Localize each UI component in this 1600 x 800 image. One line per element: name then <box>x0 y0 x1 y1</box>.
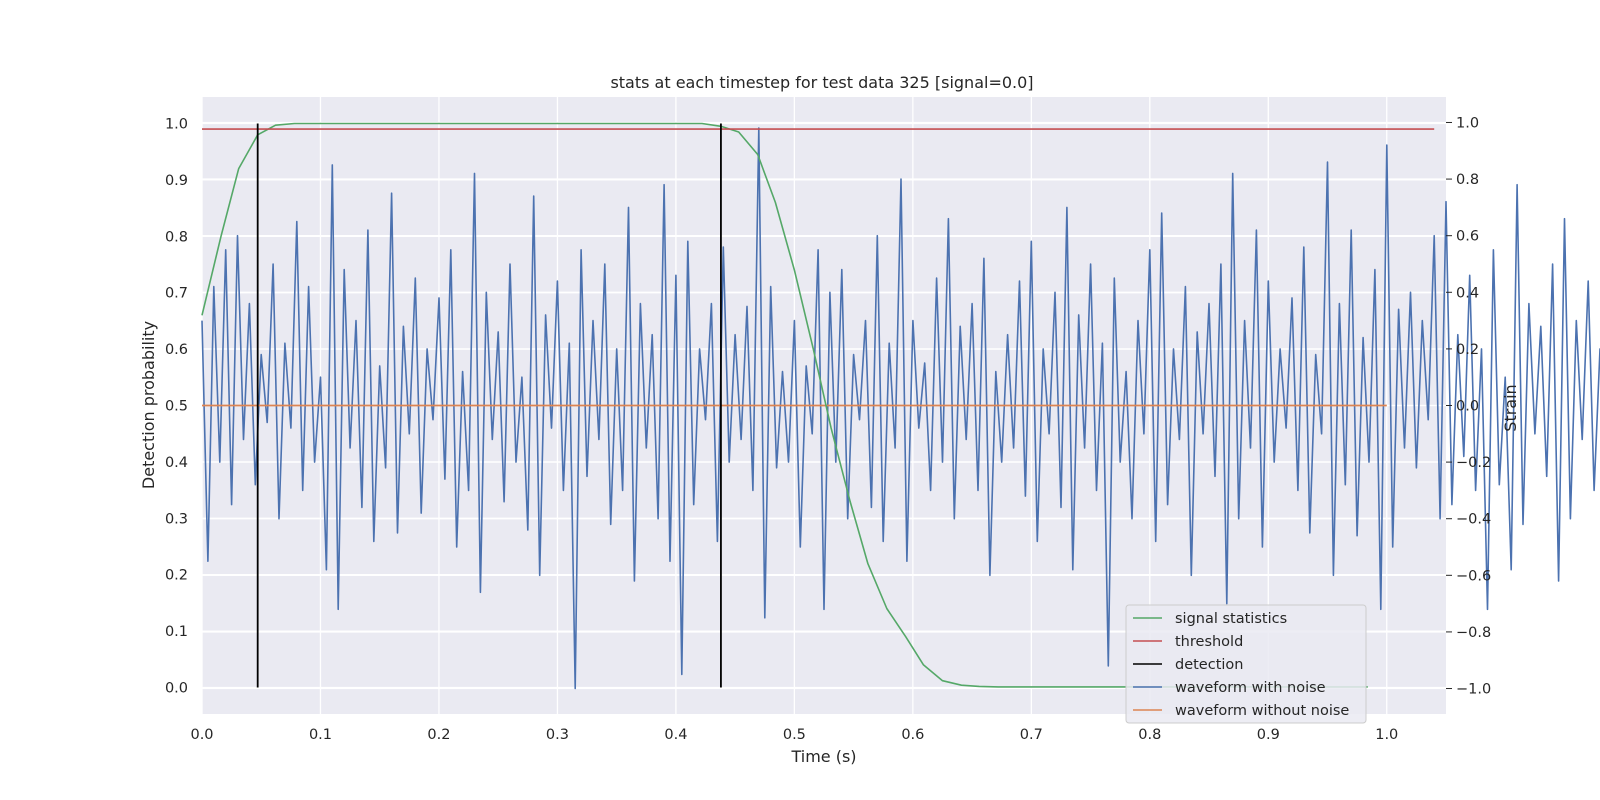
x-tick-label: 0.4 <box>664 727 687 743</box>
legend: signal statistics threshold detection wa… <box>1125 604 1367 724</box>
x-tick-label: 0.9 <box>1257 727 1280 743</box>
y-right-tick-label: 0.8 <box>1456 172 1479 188</box>
y-left-tick-label: 0.4 <box>165 455 188 471</box>
x-tick-label: 1.0 <box>1375 727 1398 743</box>
x-tick-label: 0.6 <box>901 727 924 743</box>
legend-label-waveform-without-noise: waveform without noise <box>1175 703 1349 719</box>
x-tick-label: 0.1 <box>309 727 332 743</box>
y-right-tick-label: 0.6 <box>1456 229 1479 245</box>
y-left-tick-label: 0.6 <box>165 342 188 358</box>
x-tick-label: 0.3 <box>546 727 569 743</box>
y-left-tick-label: 0.7 <box>165 286 188 302</box>
legend-label-detection: detection <box>1175 657 1243 673</box>
legend-label-waveform-with-noise: waveform with noise <box>1175 680 1326 696</box>
series-layer <box>201 122 1600 690</box>
x-tick-label: 0.0 <box>190 727 213 743</box>
y-right-tick-label: −0.8 <box>1456 625 1491 641</box>
x-tick-label: 0.7 <box>1020 727 1043 743</box>
y-right-tick-label: 0.4 <box>1456 285 1479 301</box>
legend-label-threshold: threshold <box>1175 634 1243 650</box>
y-right-tick-label: −0.2 <box>1456 455 1491 471</box>
y-left-tick-label: 0.3 <box>165 511 188 527</box>
series-line-waveform-with-noise <box>201 127 1600 690</box>
x-tick-label: 0.5 <box>783 727 806 743</box>
y-axis-label-right: Strain <box>1501 384 1520 431</box>
y-left-tick-label: 0.0 <box>165 680 188 696</box>
y-right-tick-label: −0.4 <box>1456 512 1491 528</box>
y-left-tick-label: 0.2 <box>165 568 188 584</box>
y-axis-label-left: Detection probability <box>139 321 158 489</box>
y-left-tick-label: 0.5 <box>165 399 188 415</box>
legend-box <box>1125 604 1367 724</box>
y-left-tick-label: 0.8 <box>165 229 188 245</box>
x-axis-label: Time (s) <box>790 747 856 766</box>
y-left-tick-label: 0.1 <box>165 624 188 640</box>
y-right-tick-label: −0.6 <box>1456 568 1491 584</box>
y-left-tick-label: 1.0 <box>165 117 188 133</box>
y-right-tick-label: 0.0 <box>1456 399 1479 415</box>
y-left-tick-label: 0.9 <box>165 173 188 189</box>
legend-label-signal-statistics: signal statistics <box>1175 611 1287 627</box>
ticks-layer: 0.0 0.1 0.2 0.3 0.4 0.5 0.6 0.7 0.8 0.9 1.0 0.0 0.1 0… <box>165 115 1491 743</box>
chart-title: stats at each timestep for test data 325… <box>610 73 1033 92</box>
y-right-tick-label: 1.0 <box>1456 115 1479 131</box>
y-right-tick-label: −1.0 <box>1456 682 1491 698</box>
y-right-tick-label: 0.2 <box>1456 342 1479 358</box>
x-tick-label: 0.2 <box>427 727 450 743</box>
x-tick-label: 0.8 <box>1138 727 1161 743</box>
